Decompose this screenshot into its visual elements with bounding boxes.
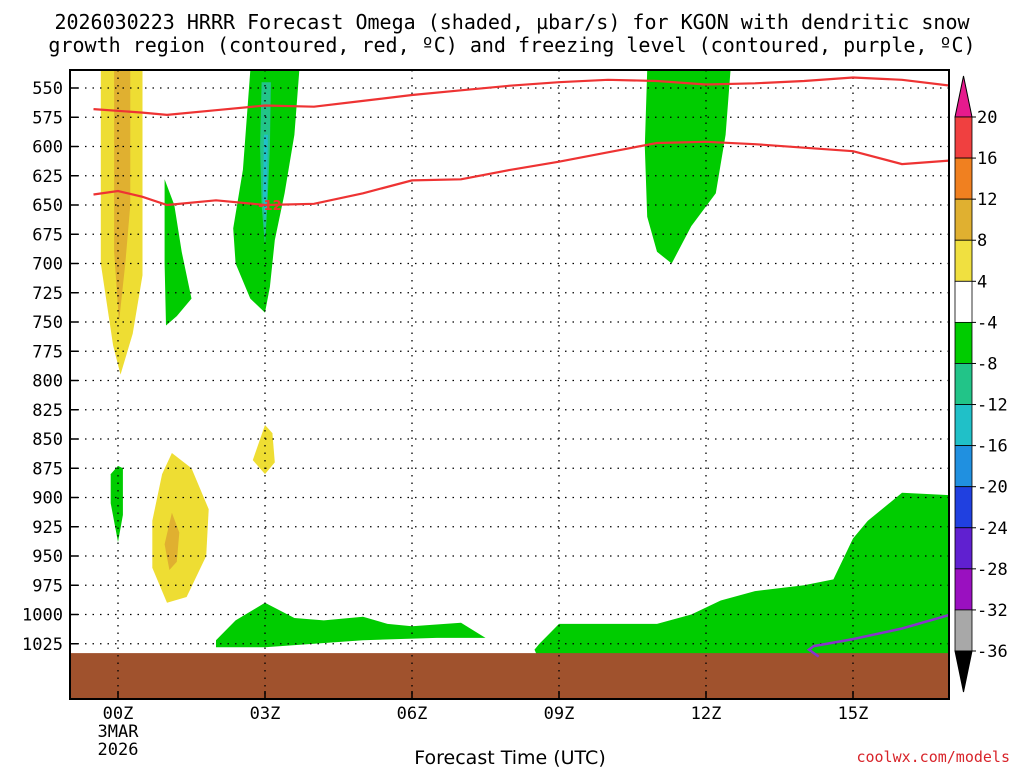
x-date-label-month: 3MAR: [98, 722, 140, 742]
y-axis: 550 575 600 625 650 675 700 725 750 775 800 825 850 8…: [22, 79, 78, 655]
plot-area: -12: [70, 70, 949, 699]
y-tick-label: 1025: [22, 635, 63, 655]
colorbar-segment: [954, 486, 973, 529]
colorbar-label: -32: [977, 601, 1008, 621]
y-tick-label: 675: [32, 225, 63, 245]
y-tick-label: 600: [32, 138, 63, 158]
omega-region-2: [164, 179, 192, 326]
colorbar: 20 16 12 8 4 -4 -8 -12 -16 -20 -24 -28 -32 -36: [954, 75, 1008, 693]
dgz-contour-label: -12: [258, 199, 282, 214]
omega-fills: [100, 70, 949, 662]
y-tick-label: 575: [32, 108, 63, 128]
colorbar-label: -4: [977, 313, 997, 333]
colorbar-label: -12: [977, 396, 1008, 416]
y-tick-label: 775: [32, 342, 63, 362]
y-tick-label: 725: [32, 284, 63, 304]
colorbar-label: 12: [977, 190, 997, 210]
y-tick-label: 1000: [22, 606, 63, 626]
x-tick-label: 06Z: [397, 704, 428, 724]
y-tick-label: 700: [32, 255, 63, 275]
x-tick-label: 09Z: [544, 704, 575, 724]
colorbar-segment: [954, 609, 973, 652]
terrain-layer: [70, 653, 949, 699]
colorbar-segment: [954, 321, 973, 364]
y-tick-label: 900: [32, 489, 63, 509]
x-axis-title: Forecast Time (UTC): [414, 747, 605, 768]
colorbar-segment: [954, 527, 973, 570]
colorbar-label: 4: [977, 272, 987, 292]
colorbar-segment: [954, 239, 973, 282]
colorbar-segment: [954, 198, 973, 241]
colorbar-label: -20: [977, 478, 1008, 498]
colorbar-bottom-arrow: [954, 650, 973, 693]
y-tick-label: 625: [32, 167, 63, 187]
x-tick-label: 12Z: [691, 704, 722, 724]
credit-text: coolwx.com/models: [856, 748, 1010, 766]
colorbar-label: -24: [977, 519, 1008, 539]
colorbar-segment: [954, 568, 973, 611]
colorbar-segment: [954, 280, 973, 323]
y-tick-label: 800: [32, 372, 63, 392]
temperature-contours: -12: [93, 76, 949, 658]
x-axis: 00Z 03Z 06Z 09Z 12Z 15Z: [103, 691, 869, 724]
title-line-2: growth region (contoured, red, ºC) and f…: [48, 33, 975, 57]
y-tick-label: 925: [32, 518, 63, 538]
title-line-1: 2026030223 HRRR Forecast Omega (shaded, …: [54, 10, 970, 34]
y-tick-label: 950: [32, 547, 63, 567]
omega-region-6: [644, 70, 731, 264]
omega-region-11: [216, 602, 486, 648]
y-tick-label: 650: [32, 196, 63, 216]
omega-region-8: [110, 465, 123, 542]
colorbar-label: 20: [977, 108, 997, 128]
colorbar-label: 8: [977, 231, 987, 251]
x-tick-label: 03Z: [250, 704, 281, 724]
y-tick-label: 850: [32, 430, 63, 450]
colorbar-label: -28: [977, 560, 1008, 580]
y-tick-label: 875: [32, 459, 63, 479]
x-tick-label: 15Z: [838, 704, 869, 724]
omega-region-9: [152, 453, 209, 603]
y-tick-label: 550: [32, 79, 63, 99]
terrain-band: [70, 653, 949, 699]
colorbar-segment: [954, 404, 973, 447]
y-tick-label: 825: [32, 401, 63, 421]
x-tick-label: 00Z: [103, 704, 134, 724]
omega-region-7: [252, 425, 275, 475]
freezing-level-contour: [806, 613, 949, 658]
x-date-label-year: 2026: [98, 740, 139, 760]
colorbar-label: 16: [977, 149, 997, 169]
colorbar-label: -16: [977, 437, 1008, 457]
dgz-contour-0: [93, 76, 949, 117]
y-tick-label: 750: [32, 313, 63, 333]
colorbar-segment: [954, 116, 973, 159]
colorbar-segment: [954, 363, 973, 405]
colorbar-segment: [954, 445, 973, 488]
omega-region-12: [534, 492, 949, 662]
y-tick-label: 975: [32, 576, 63, 596]
dgz-contour-1: [93, 140, 949, 207]
plot-frame: [69, 69, 950, 700]
colorbar-label: -8: [977, 354, 997, 374]
colorbar-segment: [954, 157, 973, 200]
omega-region-1: [114, 70, 131, 322]
colorbar-label: -36: [977, 642, 1008, 662]
